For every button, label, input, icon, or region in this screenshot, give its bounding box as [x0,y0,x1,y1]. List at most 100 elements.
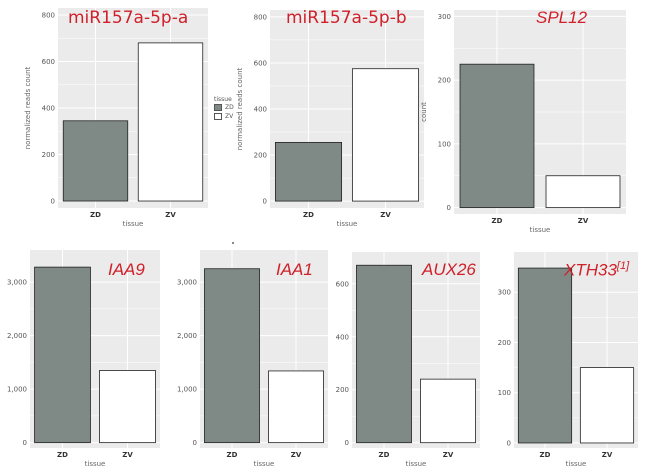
x-tick-label: ZV [291,451,302,459]
x-axis-label: tissue [530,226,551,234]
y-tick-label: 100 [498,389,511,397]
chart-svg-4: 0 1,000 2,000 3,000 ZD ZV tissue [177,250,328,468]
y-tick-label: 200 [254,152,267,160]
bar-zv [579,367,635,444]
x-tick-label: ZV [443,451,454,459]
x-tick-label: ZV [578,217,589,225]
x-tick-label: ZV [122,451,133,459]
y-tick-label: 400 [336,333,349,341]
y-tick-label: 3,000 [7,279,27,287]
x-tick-label: ZV [602,451,613,459]
chart-svg-0: 0 200 400 600 800 ZD ZV tissue normalized reads … [24,8,208,228]
chart-title-text: IAA9 [108,260,145,279]
y-tick-label: 600 [42,58,55,66]
y-tick-label: 600 [336,280,349,288]
chart-panel-6: 0 100 200 300 ZD ZV tissue XTH33[1] [490,246,642,468]
x-axis-label: tissue [85,460,106,468]
y-axis-label: count [420,102,428,122]
chart-svg-5: 0 200 400 600 ZD ZV tissue [336,252,480,468]
legend-label-zv: ZV [225,113,234,120]
legend-swatch-zd [214,104,222,111]
y-tick-label: 2,000 [177,332,197,340]
stray-dot [232,242,234,244]
chart-title-text: miR157a-5p-b [286,8,407,28]
chart-panel-3: 0 1,000 2,000 3,000 ZD ZV tissue IAA9 [4,246,164,468]
chart-svg-1: 0 200 400 600 800 ZD ZV tissue normalized reads … [236,10,424,228]
chart-title-superscript: [1] [616,260,630,272]
x-tick-label: ZV [380,211,391,219]
chart-title: AUX26 [422,260,476,280]
legend-title: tissue [214,96,232,103]
x-tick-label: ZD [492,217,503,225]
y-tick-label: 1,000 [7,386,27,394]
chart-svg-3: 0 1,000 2,000 3,000 ZD ZV tissue [7,250,160,468]
x-tick-label: ZV [165,211,176,219]
x-tick-label: ZD [57,451,68,459]
bar-zd [274,141,343,202]
y-tick-label: 0 [51,198,55,206]
y-tick-label: 200 [498,339,511,347]
legend: tissue ZD ZV [214,96,244,121]
y-tick-label: 1,000 [177,386,197,394]
chart-svg-6: 0 100 200 300 ZD ZV tissue [498,252,638,468]
chart-title-text: IAA1 [276,260,313,279]
chart-title: SPL12 [536,8,587,28]
chart-title: miR157a-5p-a [68,8,188,28]
bar-zd [204,268,260,444]
chart-title-text: AUX26 [422,260,476,279]
chart-title-text: XTH33 [564,260,617,280]
chart-panel-4: 0 1,000 2,000 3,000 ZD ZV tissue IAA1 [174,246,332,468]
legend-item-zv: ZV [214,112,244,121]
x-axis-label: tissue [566,460,587,468]
chart-title: IAA1 [276,260,313,280]
x-tick-label: ZD [227,451,238,459]
chart-panel-1: 0 200 400 600 800 ZD ZV tissue normalized reads … [226,2,430,234]
y-tick-label: 800 [254,13,267,21]
y-tick-label: 3,000 [177,279,197,287]
y-tick-label: 200 [336,386,349,394]
x-axis-label: tissue [406,460,427,468]
y-tick-label: 0 [507,439,511,447]
chart-panel-5: 0 200 400 600 ZD ZV tissue AUX26 [336,246,484,468]
y-tick-label: 200 [438,77,451,85]
chart-panel-0: 0 200 400 600 800 ZD ZV tissue normalized reads … [8,2,212,234]
bar-zd [356,264,412,444]
x-tick-label: ZD [303,211,314,219]
y-axis-label: normalized reads count [236,67,244,150]
legend-swatch-zv [214,113,222,120]
bar-zv [420,378,476,444]
x-tick-label: ZD [90,211,101,219]
y-tick-label: 0 [345,439,349,447]
bar-zv [268,370,324,444]
y-tick-label: 2,000 [7,332,27,340]
chart-svg-2: 0 100 200 300 ZD ZV tissue count [420,10,626,234]
y-tick-label: 0 [447,204,451,212]
chart-title-text: SPL12 [536,8,588,27]
bar-zv [351,68,420,202]
bar-zd [34,266,91,444]
y-tick-label: 300 [498,289,511,297]
chart-title: miR157a-5p-b [286,8,407,28]
y-tick-label: 100 [438,140,451,148]
x-axis-label: tissue [254,460,275,468]
bar-zd [62,120,129,202]
y-tick-label: 0 [193,439,197,447]
x-axis-label: tissue [123,220,144,228]
y-tick-label: 200 [42,151,55,159]
chart-title: XTH33[1] [564,260,629,281]
legend-item-zd: ZD [214,103,244,112]
y-tick-label: 400 [254,106,267,114]
y-tick-label: 600 [254,59,267,67]
y-tick-label: 400 [42,105,55,113]
chart-title-text: miR157a-5p-a [68,8,189,28]
x-axis-label: tissue [337,220,358,228]
x-tick-label: ZD [540,451,551,459]
bar-zv [545,175,621,209]
y-tick-label: 300 [438,13,451,21]
bar-zv [99,370,156,444]
bar-zd [459,63,535,209]
chart-panel-2: 0 100 200 300 ZD ZV tissue count SPL12 [420,2,634,234]
bar-zd [517,267,573,444]
legend-label-zd: ZD [225,104,234,111]
bar-zv [137,42,204,202]
